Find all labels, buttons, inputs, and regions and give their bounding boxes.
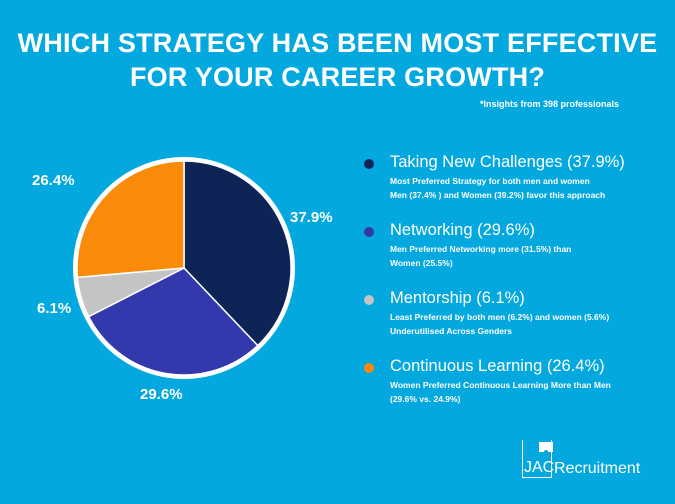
logo-jac-text: JAC (524, 459, 555, 476)
chart-title: WHICH STRATEGY HAS BEEN MOST EFFECTIVE F… (0, 26, 675, 94)
legend-dot-icon (364, 295, 374, 305)
jac-logo-mark: JAC (522, 440, 555, 478)
legend-dot-icon (364, 227, 374, 237)
legend-item-challenges: Taking New Challenges (37.9%) Most Prefe… (362, 152, 662, 202)
pie-slice-networking (87, 267, 259, 376)
puzzle-icon (539, 442, 553, 452)
legend-desc-2: Men (37.4% ) and Women (39.2%) favor thi… (390, 190, 606, 200)
legend-item-learning: Continuous Learning (26.4%) Women Prefer… (362, 356, 662, 406)
legend-desc-1: Women Preferred Continuous Learning More… (390, 380, 611, 390)
data-label-learning: 26.4% (32, 172, 75, 189)
title-line-1: WHICH STRATEGY HAS BEEN MOST EFFECTIVE (17, 28, 658, 58)
data-label-mentorship: 6.1% (37, 300, 72, 317)
data-label-challenges: 37.9% (290, 209, 333, 226)
legend: Taking New Challenges (37.9%) Most Prefe… (362, 152, 662, 424)
legend-desc-2: Women (25.5%) (390, 258, 453, 268)
legend-desc-1: Least Preferred by both men (6.2%) and w… (390, 312, 610, 322)
pie-slice-challenges (183, 160, 292, 347)
sample-note: *Insights from 398 professionals (480, 99, 620, 109)
logo-recruitment-text: Recruitment (554, 460, 641, 477)
legend-desc-2: Underutilised Across Genders (390, 326, 513, 336)
legend-dot-icon (364, 363, 374, 373)
legend-title: Networking (29.6%) (390, 221, 535, 239)
legend-desc-2: (29.6% vs. 24.9%) (390, 394, 461, 404)
legend-dot-icon (364, 159, 374, 169)
legend-desc-1: Men Preferred Networking more (31.5%) th… (390, 244, 572, 254)
legend-item-mentorship: Mentorship (6.1%) Least Preferred by bot… (362, 288, 662, 338)
pie-slice-learning (76, 160, 185, 279)
legend-title: Continuous Learning (26.4%) (390, 357, 605, 375)
legend-title: Taking New Challenges (37.9%) (390, 153, 625, 171)
legend-item-networking: Networking (29.6%) Men Preferred Network… (362, 220, 662, 270)
data-label-networking: 29.6% (140, 386, 183, 403)
legend-title: Mentorship (6.1%) (390, 289, 525, 307)
jac-logo: JAC Recruitment (522, 440, 640, 478)
title-line-2: FOR YOUR CAREER GROWTH? (129, 62, 546, 92)
legend-desc-1: Most Preferred Strategy for both men and… (390, 176, 590, 186)
